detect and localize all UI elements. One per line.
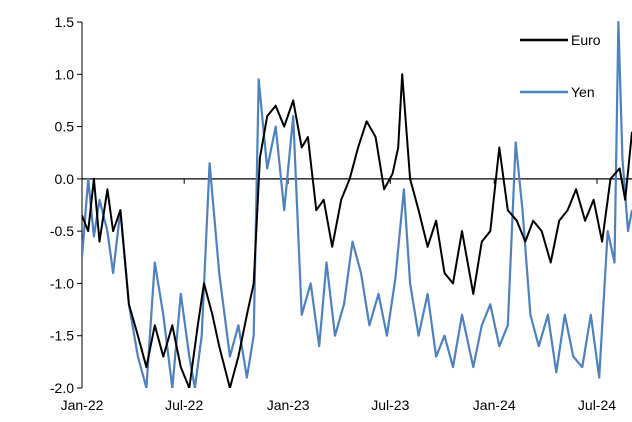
legend-label-euro: Euro <box>571 32 601 48</box>
y-tick-label: 0.5 <box>55 119 75 135</box>
x-tick-label: Jul-24 <box>578 397 616 413</box>
y-tick-label: 1.0 <box>55 66 75 82</box>
x-tick-label: Jan-24 <box>473 397 516 413</box>
x-tick-label: Jul-22 <box>165 397 203 413</box>
series-line-yen <box>82 20 632 388</box>
y-tick-label: -0.5 <box>50 223 74 239</box>
y-tick-label: 1.5 <box>55 14 75 30</box>
legend-label-yen: Yen <box>571 84 595 100</box>
x-tick-label: Jan-23 <box>267 397 310 413</box>
series-line-euro <box>82 73 632 388</box>
y-tick-label: -1.5 <box>50 328 74 344</box>
x-tick-label: Jul-23 <box>371 397 409 413</box>
y-tick-label: -1.0 <box>50 275 74 291</box>
y-tick-label: -2.0 <box>50 380 74 396</box>
y-tick-label: 0.0 <box>55 171 75 187</box>
x-tick-label: Jan-22 <box>61 397 104 413</box>
